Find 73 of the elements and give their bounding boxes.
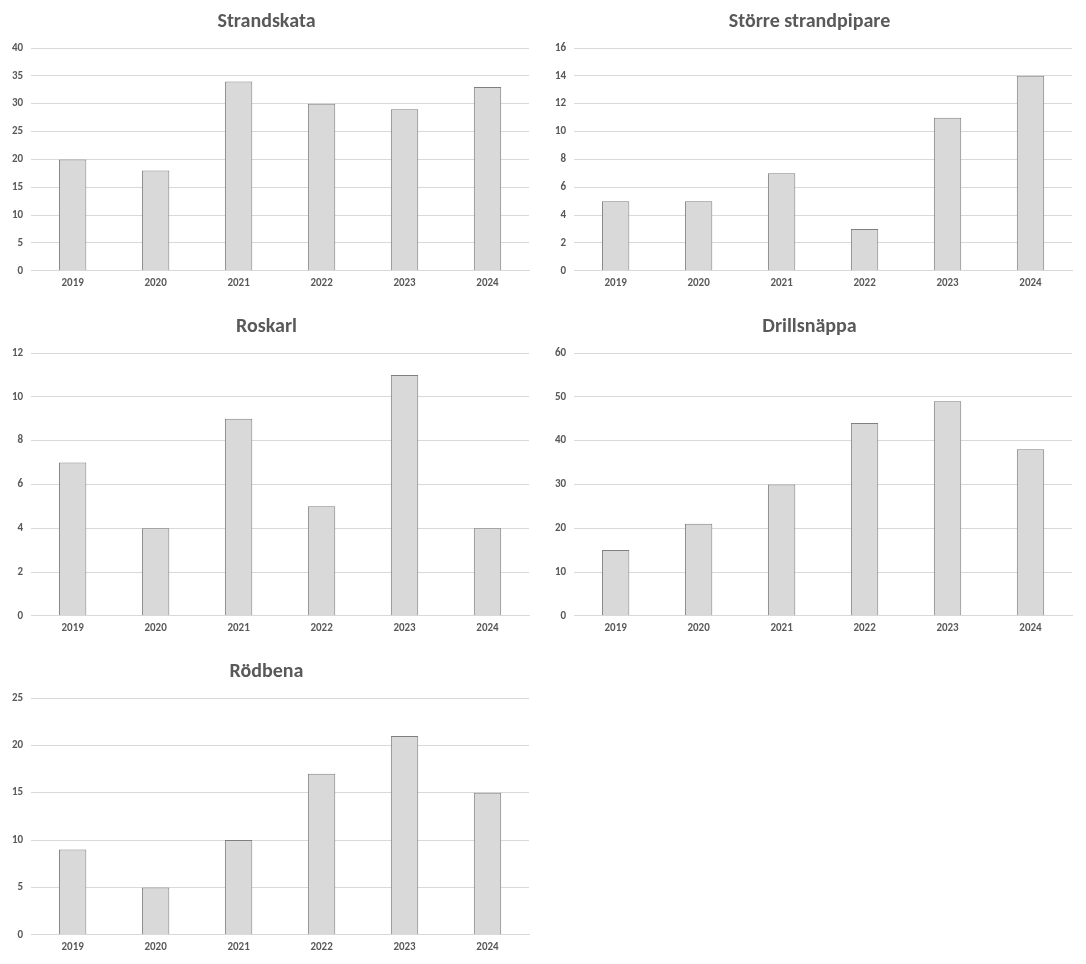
y-tick-label: 20 xyxy=(11,738,24,752)
y-tick-label: 4 xyxy=(560,207,567,221)
x-tick-label: 2023 xyxy=(936,276,960,290)
y-tick-label: 8 xyxy=(560,152,567,166)
x-tick-label: 2019 xyxy=(61,276,85,290)
y-tick-label: 0 xyxy=(560,608,567,622)
x-tick-label: 2020 xyxy=(687,621,711,635)
y-tick-label: 16 xyxy=(554,40,567,54)
y-tick-label: 14 xyxy=(554,68,567,82)
x-tick-label: 2023 xyxy=(936,621,960,635)
chart-title: Roskarl xyxy=(236,313,297,337)
y-tick-label: 15 xyxy=(11,785,24,799)
y-tick-label: 10 xyxy=(554,124,567,138)
x-tick-label: 2020 xyxy=(144,621,168,635)
x-tick-label: 2019 xyxy=(604,276,628,290)
x-tick-label: 2021 xyxy=(227,940,251,954)
y-tick-label: 25 xyxy=(11,124,24,138)
x-tick-label: 2022 xyxy=(853,276,877,290)
y-tick-label: 20 xyxy=(554,520,567,534)
y-tick-label: 2 xyxy=(560,235,567,249)
x-tick-label: 2024 xyxy=(1019,276,1043,290)
x-tick-label: 2021 xyxy=(227,276,251,290)
y-tick-label: 0 xyxy=(17,927,24,941)
x-tick-label: 2019 xyxy=(61,621,85,635)
x-tick-label: 2024 xyxy=(476,621,500,635)
y-tick-label: 0 xyxy=(17,608,24,622)
y-tick-label: 10 xyxy=(11,207,24,221)
y-tick-label: 12 xyxy=(11,345,24,359)
y-tick-label: 20 xyxy=(11,152,24,166)
y-tick-label: 8 xyxy=(17,433,24,447)
x-tick-label: 2023 xyxy=(393,621,417,635)
chart-title: Större strandpipare xyxy=(728,8,891,32)
y-tick-label: 6 xyxy=(17,477,24,491)
y-tick-label: 10 xyxy=(11,389,24,403)
x-tick-label: 2023 xyxy=(393,940,417,954)
x-tick-label: 2021 xyxy=(227,621,251,635)
y-tick-label: 60 xyxy=(554,345,567,359)
x-tick-label: 2020 xyxy=(144,276,168,290)
x-tick-label: 2020 xyxy=(144,940,168,954)
y-tick-label: 10 xyxy=(554,564,567,578)
x-tick-label: 2022 xyxy=(310,940,334,954)
x-tick-label: 2021 xyxy=(770,276,794,290)
y-tick-label: 35 xyxy=(11,68,24,82)
x-tick-label: 2022 xyxy=(853,621,877,635)
y-tick-label: 25 xyxy=(11,690,24,704)
y-tick-label: 5 xyxy=(17,235,24,249)
y-tick-label: 50 xyxy=(554,389,567,403)
y-tick-label: 30 xyxy=(11,96,24,110)
y-tick-label: 2 xyxy=(17,564,24,578)
x-tick-label: 2023 xyxy=(393,276,417,290)
x-tick-label: 2019 xyxy=(604,621,628,635)
y-tick-label: 30 xyxy=(554,477,567,491)
y-tick-label: 6 xyxy=(560,180,567,193)
y-tick-label: 0 xyxy=(560,263,567,277)
x-tick-label: 2022 xyxy=(310,621,334,635)
y-tick-label: 40 xyxy=(11,40,24,54)
x-tick-label: 2024 xyxy=(1019,621,1043,635)
x-tick-label: 2020 xyxy=(687,276,711,290)
x-tick-label: 2021 xyxy=(770,621,794,635)
chart-title: Strandskata xyxy=(217,8,316,32)
y-tick-label: 0 xyxy=(17,263,24,277)
chart-title: Rödbena xyxy=(229,658,304,682)
y-tick-label: 10 xyxy=(11,832,24,846)
x-tick-label: 2022 xyxy=(310,276,334,290)
x-tick-label: 2024 xyxy=(476,940,500,954)
y-tick-label: 15 xyxy=(11,180,24,193)
x-tick-label: 2024 xyxy=(476,276,500,290)
y-tick-label: 4 xyxy=(17,520,24,534)
y-tick-label: 5 xyxy=(17,880,24,894)
chart-title: Drillsnäppa xyxy=(762,313,857,337)
x-tick-label: 2019 xyxy=(61,940,85,954)
y-tick-label: 12 xyxy=(554,96,567,110)
y-tick-label: 40 xyxy=(554,433,567,447)
